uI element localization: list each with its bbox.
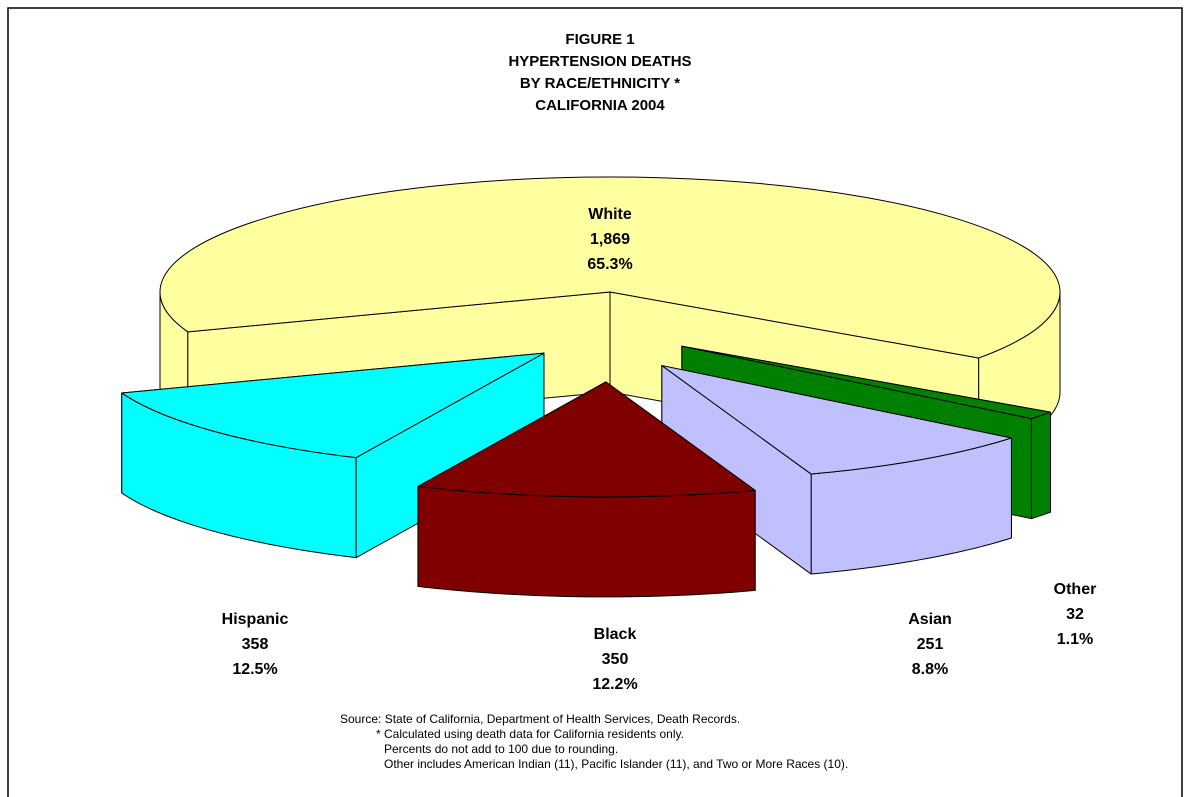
slice-percent-label: 12.2% bbox=[592, 676, 637, 693]
slice-value-label: 350 bbox=[602, 651, 629, 668]
slice-percent-label: 65.3% bbox=[587, 256, 632, 273]
slice-value-label: 358 bbox=[242, 636, 269, 653]
slice-top bbox=[417, 381, 756, 498]
chart-title: BY RACE/ETHNICITY * bbox=[520, 75, 680, 92]
chart-title: HYPERTENSION DEATHS bbox=[508, 53, 691, 70]
footnote: Other includes American Indian (11), Pac… bbox=[384, 757, 848, 771]
slice-value-label: 1,869 bbox=[590, 231, 630, 248]
slice bbox=[417, 381, 756, 598]
footnote: * Calculated using death data for Califo… bbox=[376, 727, 684, 741]
slice-label: Black bbox=[594, 626, 637, 643]
slice-label: Asian bbox=[908, 611, 952, 628]
slice-label: Other bbox=[1054, 581, 1097, 598]
chart-title: CALIFORNIA 2004 bbox=[535, 97, 665, 114]
footnote: Percents do not add to 100 due to roundi… bbox=[384, 742, 618, 756]
pie bbox=[121, 176, 1061, 598]
slice bbox=[121, 352, 545, 559]
slice-label: White bbox=[588, 206, 632, 223]
slice-percent-label: 1.1% bbox=[1057, 631, 1093, 648]
frame bbox=[7, 7, 1183, 797]
slice-top bbox=[159, 176, 1061, 359]
slice bbox=[661, 365, 1012, 575]
chart-title: FIGURE 1 bbox=[565, 31, 634, 48]
slice-top bbox=[121, 352, 545, 459]
slice-side bbox=[417, 485, 756, 598]
slice-value-label: 251 bbox=[917, 636, 944, 653]
slice-percent-label: 12.5% bbox=[232, 661, 277, 678]
slice-value-label: 32 bbox=[1066, 606, 1084, 623]
slice-percent-label: 8.8% bbox=[912, 661, 948, 678]
slice-top bbox=[681, 345, 1051, 420]
slice-label: Hispanic bbox=[222, 611, 289, 628]
footnote: Source: State of California, Department … bbox=[340, 712, 740, 726]
slice-side bbox=[1030, 411, 1051, 520]
slice-top bbox=[661, 365, 1012, 475]
